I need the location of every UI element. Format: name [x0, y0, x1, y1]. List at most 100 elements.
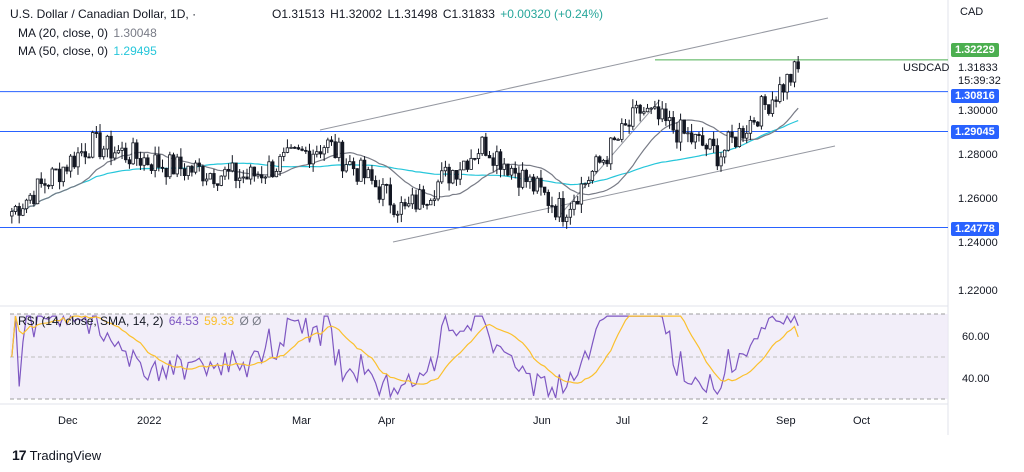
candle-body	[579, 183, 584, 205]
channel-lower-line[interactable]	[392, 145, 836, 243]
candle-body	[421, 189, 426, 205]
candle-body	[149, 164, 154, 171]
candle-body	[528, 176, 532, 183]
candle-body	[366, 169, 370, 179]
countdown: 15:39:32	[958, 75, 1001, 87]
candle-body	[686, 132, 690, 135]
candle-body	[653, 106, 657, 109]
candle-body	[175, 156, 179, 175]
time-tick-jul: Jul	[616, 415, 630, 427]
candle-body	[271, 161, 275, 178]
candle-body	[197, 162, 201, 167]
rsi-path	[11, 314, 799, 399]
candle-body	[737, 128, 742, 148]
time-tick-sep: Sep	[776, 415, 796, 427]
high-value: H1.32002	[330, 7, 383, 21]
ma20-legend[interactable]: MA (20, close, 0) 1.30048	[18, 26, 159, 40]
candle-body	[785, 73, 789, 93]
candle-body	[443, 166, 448, 172]
candle-body	[476, 153, 481, 160]
candle-body	[142, 157, 146, 166]
candle-body	[403, 202, 407, 207]
candle-body	[638, 104, 642, 114]
candle-body	[46, 184, 51, 187]
candle-body	[568, 208, 573, 218]
candle-body	[697, 133, 701, 136]
candle-body	[72, 155, 76, 168]
candle-body	[487, 155, 492, 159]
tradingview-logo[interactable]: 17 TradingView	[12, 447, 101, 463]
candle-body	[719, 156, 723, 167]
candle-body	[355, 168, 359, 182]
rsi-legend[interactable]: RSI (14, close, SMA, 14, 2) 64.53 59.33 …	[18, 314, 264, 328]
level-tag-4: 1.24778	[951, 222, 999, 236]
candle-body	[186, 165, 190, 176]
candlestick-series[interactable]	[10, 56, 800, 229]
candle-body	[285, 147, 290, 153]
symbol-legend[interactable]: U.S. Dollar / Canadian Dollar, 1D, ·	[10, 7, 198, 21]
candle-body	[351, 161, 356, 170]
candle-body	[462, 160, 466, 171]
candle-body	[509, 167, 514, 176]
candle-body	[781, 84, 786, 93]
rsi-label: RSI (14, close, SMA, 14, 2)	[18, 314, 164, 328]
candle-body	[502, 163, 506, 170]
horizontal-levels	[0, 59, 948, 228]
candle-body	[539, 177, 543, 188]
candle-body	[418, 189, 422, 210]
candle-body	[50, 168, 54, 186]
candle-body	[17, 206, 21, 216]
candle-body	[708, 138, 712, 150]
candle-body	[32, 194, 36, 205]
candle-body	[153, 154, 157, 171]
candle-body	[627, 124, 631, 127]
candle-body	[550, 205, 554, 207]
ohlc-legend: O1.31513 H1.32002 L1.31498 C1.31833 +0.0…	[272, 7, 605, 21]
candle-body	[469, 157, 473, 170]
candle-body	[498, 151, 503, 170]
candle-body	[204, 178, 209, 182]
candle-body	[634, 104, 639, 109]
candle-body	[326, 139, 330, 148]
ma50-legend[interactable]: MA (50, close, 0) 1.29495	[18, 44, 159, 58]
candle-body	[311, 153, 315, 165]
candle-body	[495, 151, 499, 166]
time-tick-2: 2	[702, 415, 708, 427]
candle-body	[620, 123, 624, 140]
candle-body	[333, 141, 337, 159]
candle-body	[410, 194, 415, 205]
price-tick-1: 1.30000	[958, 105, 998, 117]
candle-body	[520, 169, 525, 188]
candle-body	[340, 141, 345, 172]
candle-body	[322, 147, 326, 155]
candle-body	[10, 211, 14, 217]
time-tick-oct: Oct	[853, 415, 870, 427]
candle-body	[35, 178, 40, 205]
candle-body	[745, 132, 749, 139]
candle-body	[553, 205, 558, 218]
candle-body	[90, 132, 95, 158]
candle-body	[256, 174, 260, 177]
candle-body	[656, 106, 661, 120]
rsi-lines	[11, 314, 799, 399]
candle-body	[61, 166, 65, 183]
candle-body	[649, 107, 653, 110]
candle-body	[304, 149, 308, 152]
candle-body	[700, 135, 705, 146]
channel-upper-line[interactable]	[319, 17, 829, 131]
candle-body	[135, 142, 139, 159]
candle-body	[362, 159, 367, 179]
candle-body	[54, 168, 58, 171]
candle-body	[458, 169, 462, 180]
candle-body	[252, 166, 257, 177]
candle-body	[245, 176, 249, 180]
candle-body	[230, 162, 234, 172]
candle-body	[113, 152, 117, 159]
candle-body	[28, 194, 32, 201]
candle-body	[208, 173, 212, 180]
candle-body	[377, 186, 381, 200]
candle-body	[98, 132, 102, 158]
candle-body	[722, 149, 727, 158]
candle-body	[278, 156, 282, 172]
